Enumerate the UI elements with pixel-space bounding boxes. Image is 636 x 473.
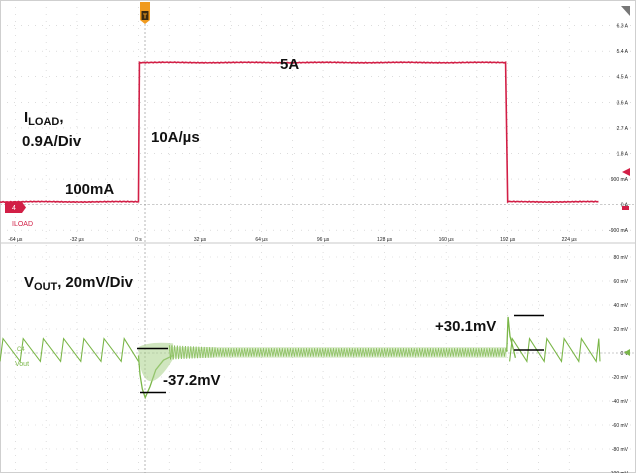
voltage-tick-label: -20 mV	[612, 375, 629, 381]
voltage-axis-tick-labels: 80 mV 60 mV 40 mV 20 mV 0 V -20 mV -40 mV -60 m…	[609, 255, 629, 473]
vout-min-label: -37.2mV	[163, 372, 221, 389]
trigger-marker[interactable]: T	[140, 2, 150, 24]
trigger-flag-box	[141, 11, 149, 20]
iload-marker-number: 4	[12, 205, 16, 212]
time-tick-label: 32 µs	[194, 237, 207, 243]
time-tick-label: 96 µs	[317, 237, 330, 243]
iload-trigger-level-marker	[622, 168, 630, 176]
time-axis-tick-labels: -64 µs -32 µs 0 s 32 µs 64 µs 96 µs 128 µs 160 …	[8, 237, 577, 243]
current-tick-label: 0 A	[621, 203, 629, 209]
iload-offset-marker	[622, 206, 629, 210]
iload-trace	[0, 61, 599, 204]
voltage-tick-label: -40 mV	[612, 399, 629, 405]
time-tick-label: -32 µs	[70, 237, 84, 243]
time-tick-label: 224 µs	[562, 237, 578, 243]
iload-slew-rate-label: 10A/µs	[151, 129, 200, 146]
current-tick-label: 6.3 A	[617, 24, 629, 30]
vout-channel-marker[interactable]: C4	[17, 347, 25, 353]
voltage-tick-label: 40 mV	[614, 303, 629, 309]
voltage-tick-label: 20 mV	[614, 327, 629, 333]
voltage-tick-label: 60 mV	[614, 279, 629, 285]
current-tick-label: 5.4 A	[617, 49, 629, 55]
time-tick-label: 0 s	[135, 237, 142, 243]
current-tick-label: 3.6 A	[617, 100, 629, 106]
vout-offset-marker	[624, 349, 630, 356]
iload-channel-label: ILOAD	[12, 221, 33, 228]
current-tick-label: 1.8 A	[617, 151, 629, 157]
trigger-flag-label: T	[143, 14, 148, 21]
vout-max-label: +30.1mV	[435, 318, 496, 335]
current-axis-tick-labels: 6.3 A 5.4 A 4.5 A 3.6 A 2.7 A 1.8 A 900 mA 0 A -…	[609, 24, 629, 235]
time-tick-label: 64 µs	[255, 237, 268, 243]
vout-marker-number: C4	[17, 347, 25, 353]
iload-channel-marker[interactable]: 4	[5, 202, 26, 213]
vout-channel-label: Vout	[15, 361, 29, 368]
current-tick-label: 4.5 A	[617, 75, 629, 81]
vout-annotation-title: VOUT, 20mV/Div	[24, 274, 134, 293]
iload-annotation-scale: 0.9A/Div	[22, 133, 82, 150]
current-tick-label: -900 mA	[609, 228, 629, 234]
vout-band-fill	[169, 347, 507, 358]
time-tick-label: 192 µs	[500, 237, 516, 243]
voltage-tick-label: -100 mV	[609, 471, 629, 473]
current-tick-label: 2.7 A	[617, 126, 629, 132]
iload-annotation-title: ILOAD,	[24, 109, 64, 128]
voltage-tick-label: -60 mV	[612, 423, 629, 429]
vout-ripple	[509, 337, 601, 363]
vout-ripple-band	[168, 345, 507, 360]
vout-undershoot-envelope	[138, 342, 174, 382]
time-tick-label: 128 µs	[377, 237, 393, 243]
vout-overshoot	[506, 316, 517, 358]
corner-marker-icon	[621, 6, 630, 16]
iload-marker-shape	[5, 202, 26, 213]
voltage-tick-label: 80 mV	[614, 255, 629, 261]
time-tick-label: 160 µs	[439, 237, 455, 243]
voltage-tick-label: -80 mV	[612, 447, 629, 453]
vout-ripple	[0, 337, 139, 363]
current-tick-label: 900 mA	[611, 177, 629, 183]
time-tick-label: -64 µs	[8, 237, 22, 243]
voltage-tick-label: 0 V	[620, 351, 628, 357]
iload-high-level-label: 5A	[280, 56, 299, 73]
iload-low-level-label: 100mA	[65, 181, 114, 198]
